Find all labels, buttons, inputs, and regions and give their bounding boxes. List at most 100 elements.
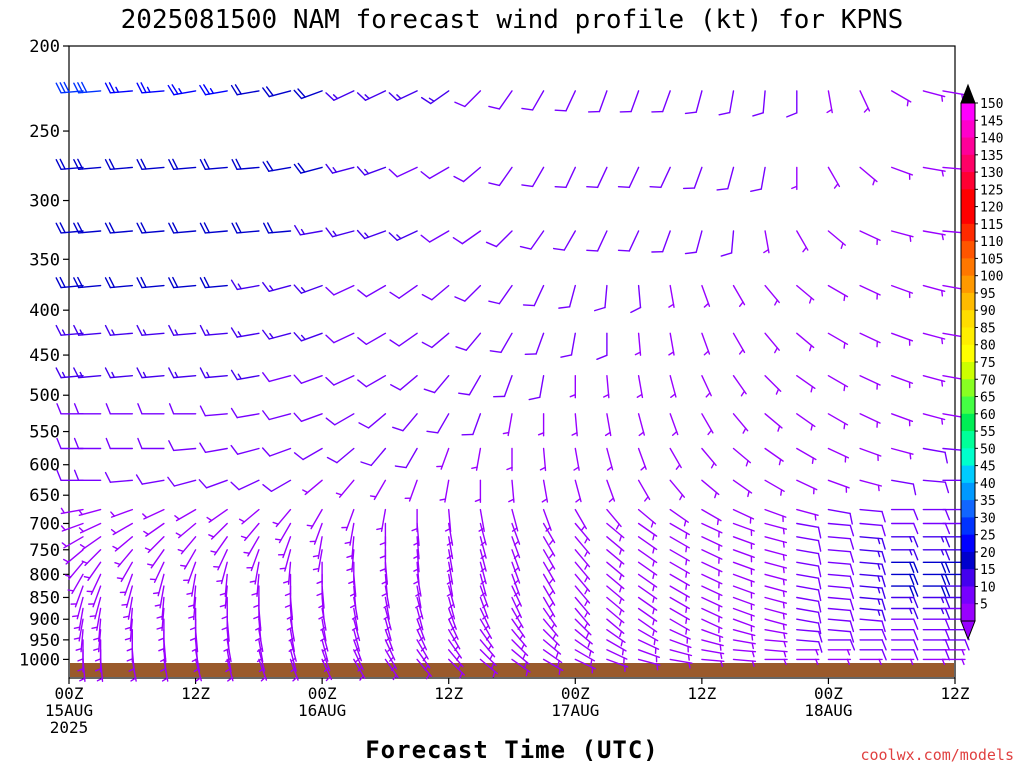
wind-barbs [55,81,970,683]
wind-barb [732,639,756,650]
wind-barb [571,413,578,437]
wind-barb [606,479,616,503]
wind-barb [282,561,292,585]
wind-barb [199,222,228,234]
wind-barb [732,549,755,563]
wind-barb [701,536,723,551]
wind-barb [75,629,84,653]
wind-barb [453,166,482,183]
wind-barb [537,413,545,437]
wind-barb [891,585,919,597]
wind-barb [796,447,817,465]
wind-barb [56,437,84,450]
wind-barb [764,649,788,658]
wind-barb [542,573,556,596]
wind-barb [188,585,197,609]
wind-barb [452,230,482,245]
wind-barb [827,230,846,250]
wind-barb [558,284,576,309]
y-tick-label: 200 [29,37,60,57]
wind-barb [358,413,387,429]
wind-barb [603,375,610,399]
wind-barb [168,403,197,415]
wind-barb [637,618,658,637]
wind-barb [891,375,914,389]
wind-barb [251,573,260,598]
wind-barb [569,375,576,399]
wind-barb [194,658,202,682]
wind-barb [827,508,853,525]
wind-barb [493,375,513,398]
wind-barb [144,536,165,554]
wind-barb [796,658,820,666]
colorbar-label: 70 [980,373,996,388]
wind-barb [750,166,766,192]
wind-barb [827,479,850,493]
wind-barb [637,479,651,502]
wind-barb [70,585,84,608]
wind-barb [827,649,852,656]
wind-barb [634,332,642,356]
x-tick-label: 15AUG [45,701,93,720]
wind-barb [199,405,228,417]
wind-barb [388,166,418,178]
wind-barb [574,479,582,503]
wind-barb [732,447,752,467]
wind-barb [891,90,912,107]
wind-barb [796,479,818,495]
wind-barb [574,658,596,674]
wind-barb [479,522,487,546]
wind-barb [309,522,323,545]
wind-barb [471,447,482,471]
colorbar-label: 95 [980,287,996,302]
wind-barb [732,413,749,434]
wind-barb [752,90,766,117]
wind-barb [574,585,591,607]
wind-barb [274,522,292,544]
wind-barb [55,81,84,94]
wind-barb [669,508,689,527]
wind-barb [488,90,513,110]
wind-barb [701,573,723,589]
credit-link[interactable]: coolwx.com/models [860,746,1014,764]
wind-barb [574,573,591,595]
wind-barb [701,649,725,660]
wind-barb [216,561,228,585]
wind-barb [262,86,292,98]
wind-barb [416,639,429,662]
wind-barb [651,230,671,253]
wind-barb [390,375,418,391]
wind-barb [859,618,886,633]
wind-barb [293,374,323,384]
colorbar-swatch [961,431,975,449]
wind-barb [474,479,482,503]
wind-barb [511,618,526,640]
wind-barb [574,607,591,629]
wind-barb [542,585,556,608]
wind-barb [791,166,798,191]
wind-barb [763,230,770,254]
wind-barb [637,658,661,671]
wind-barb [104,276,134,289]
wind-barb [67,573,84,595]
wind-barb [891,561,919,573]
wind-barb [764,585,788,598]
wind-barb [262,160,292,172]
wind-barb [83,561,102,582]
wind-barb [732,536,755,550]
wind-barb [637,508,657,528]
wind-barb [922,522,951,535]
colorbar-swatch [961,310,975,328]
wind-barb [124,607,134,632]
colorbar-swatch [961,223,975,242]
wind-barb [376,508,387,532]
wind-barb [764,479,785,496]
y-tick-label: 350 [29,250,60,270]
wind-barb [827,573,855,588]
wind-barb [293,162,323,174]
wind-barb [604,413,612,437]
wind-barb [764,522,788,535]
wind-barb [293,284,323,294]
wind-barb [891,508,919,521]
wind-barb [186,573,197,597]
